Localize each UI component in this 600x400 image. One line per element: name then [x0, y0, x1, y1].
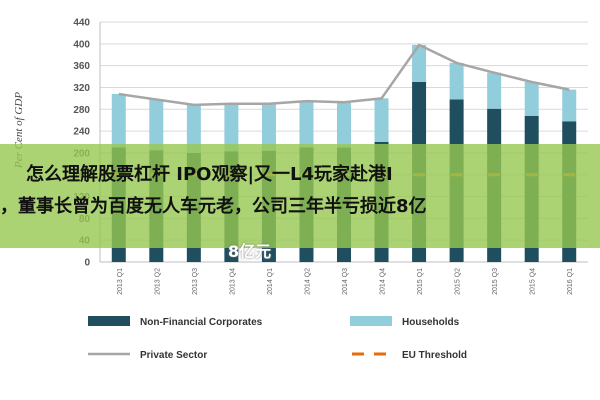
x-tick-label: 2013 Q3 [192, 268, 199, 295]
bar-households [149, 99, 164, 151]
bar-households [487, 72, 502, 109]
overlay-headline-line2[interactable]: ，董事长曾为百度无人车元老，公司三年半亏损近8亿 [0, 196, 427, 217]
legend-swatch [350, 316, 392, 326]
y-tick-label: 360 [73, 61, 90, 72]
bar-households [374, 98, 389, 142]
x-tick-label: 2014 Q4 [380, 268, 387, 295]
legend-label: Non-Financial Corporates [140, 317, 263, 328]
overlay-headline-line3[interactable]: 8亿元 [228, 242, 272, 261]
overlay-headline-line1[interactable]: 怎么理解股票杠杆 IPO观察|又一L4玩家赴港I [26, 164, 393, 185]
y-tick-label: 320 [73, 83, 90, 94]
legend: Non-Financial Corporates Households Privat… [88, 316, 467, 361]
x-tick-label: 2015 Q4 [530, 268, 537, 295]
bar-households [412, 44, 427, 82]
x-tick-labels: 2013 Q1 2013 Q2 2013 Q3 2013 Q4 2014 Q1 2014 … [117, 268, 574, 295]
news-overlay-banner[interactable]: 怎么理解股票杠杆 IPO观察|又一L4玩家赴港I ，董事长曾为百度无人车元老，公… [0, 144, 600, 260]
bar-households [299, 101, 314, 148]
y-tick-label: 0 [84, 258, 90, 269]
bar-households [186, 104, 201, 153]
private-sector-line-group [118, 43, 570, 107]
x-tick-label: 2013 Q2 [154, 268, 161, 295]
x-tick-label: 2016 Q1 [567, 268, 574, 295]
x-tick-label: 2015 Q3 [492, 268, 499, 295]
legend-label: Households [402, 317, 460, 328]
y-tick-label: 240 [73, 127, 90, 138]
bar-households [562, 89, 577, 122]
bar-households [524, 82, 539, 116]
x-tick-label: 2013 Q4 [229, 268, 236, 295]
x-tick-label: 2013 Q1 [117, 268, 124, 295]
legend-label: EU Threshold [402, 350, 467, 361]
bar-households [261, 103, 276, 151]
private-sector-line [118, 43, 570, 107]
x-tick-label: 2015 Q1 [417, 268, 424, 295]
bar-households [111, 94, 126, 148]
x-tick-label: 2014 Q1 [267, 268, 274, 295]
y-tick-label: 400 [73, 39, 90, 50]
legend-label: Private Sector [140, 350, 207, 361]
x-tick-label: 2014 Q3 [342, 268, 349, 295]
bar-households [337, 102, 351, 148]
y-tick-label: 440 [73, 18, 90, 29]
x-tick-label: 2015 Q2 [455, 268, 462, 295]
bar-households [224, 103, 239, 152]
legend-swatch [88, 316, 130, 326]
x-tick-label: 2014 Q2 [304, 268, 311, 295]
y-tick-label: 280 [73, 105, 90, 116]
bar-households [449, 62, 464, 100]
